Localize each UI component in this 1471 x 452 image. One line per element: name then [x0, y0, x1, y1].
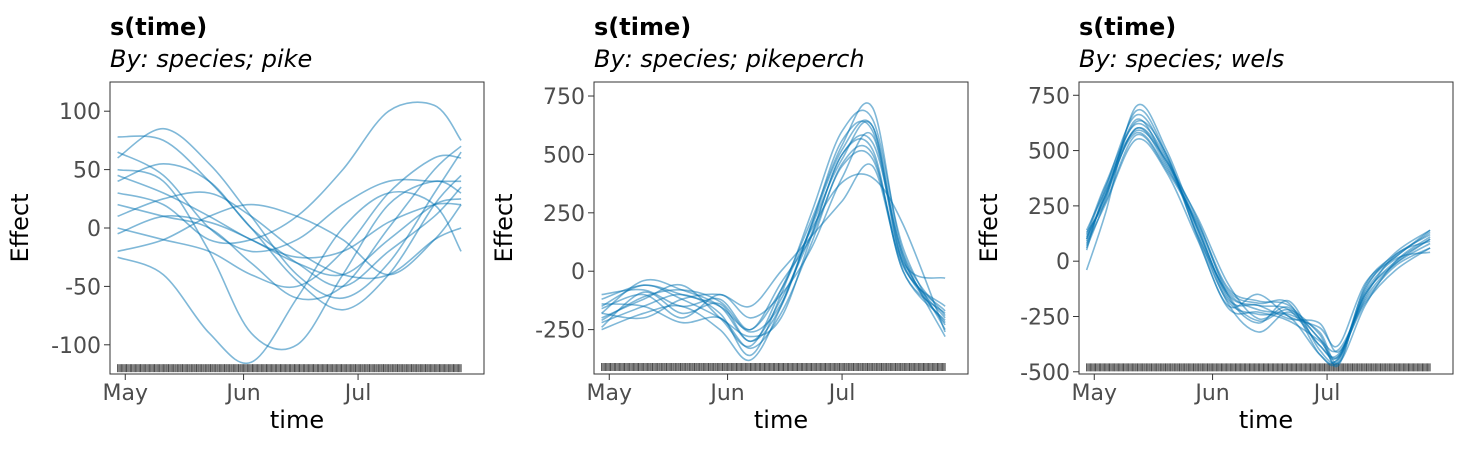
y-tick-label: 750 — [543, 85, 585, 110]
series-line — [601, 102, 946, 348]
x-tick-label: Jul — [343, 381, 372, 406]
series-line — [117, 135, 462, 311]
y-tick-label: 100 — [59, 100, 101, 125]
series-line — [117, 191, 462, 280]
series-line — [117, 162, 462, 288]
series-line — [117, 151, 462, 253]
panel-subtitle: By: species; wels — [1079, 45, 1284, 73]
y-tick-label: 0 — [571, 260, 585, 285]
rug — [1086, 363, 1431, 372]
panel-subtitle: By: species; pike — [110, 45, 312, 73]
series-line — [117, 154, 462, 289]
x-tick-label: Jul — [827, 381, 856, 406]
panel-pikeperch: s(time) By: species; pikeperch Effect ti… — [490, 13, 969, 434]
x-tick-label: Jul — [1312, 381, 1341, 406]
x-tick-label: Jun — [708, 381, 744, 406]
x-tick-label: Jun — [224, 381, 260, 406]
series-line — [1085, 103, 1431, 364]
series-line — [601, 120, 946, 333]
x-axis-label: time — [270, 406, 324, 434]
x-axis-label: time — [754, 406, 808, 434]
y-axis-label: Effect — [490, 193, 518, 262]
y-tick-label: 250 — [543, 202, 585, 227]
y-tick-label: 250 — [1028, 195, 1070, 220]
series-line — [117, 191, 462, 365]
y-axis-label: Effect — [975, 193, 1003, 262]
x-tick-label: May — [1072, 381, 1117, 406]
series-line — [117, 101, 462, 245]
plot-area — [109, 81, 485, 375]
panel-subtitle: By: species; pikeperch — [594, 45, 865, 73]
y-tick-label: -250 — [1020, 305, 1070, 330]
y-tick-label: -500 — [1020, 361, 1070, 386]
x-tick-label: May — [103, 381, 148, 406]
series-line — [1085, 137, 1431, 348]
panel-title: s(time) — [1079, 13, 1176, 41]
series-line — [117, 198, 462, 277]
series-line — [1085, 122, 1431, 364]
y-tick-label: -50 — [65, 275, 101, 300]
series-line — [601, 173, 946, 333]
y-tick-label: 0 — [87, 217, 101, 242]
plot-area — [1078, 81, 1454, 375]
series-line — [601, 144, 946, 350]
series-line — [1085, 131, 1431, 353]
y-tick-label: -250 — [535, 319, 585, 344]
panel-title: s(time) — [110, 13, 207, 41]
plot-marks: 750 500 250 0 -250 May Jun Jul — [535, 85, 946, 406]
series-line — [1085, 118, 1431, 359]
series-line — [1085, 133, 1431, 365]
x-tick-label: May — [587, 381, 632, 406]
rug — [117, 364, 462, 373]
series-line — [1085, 113, 1431, 366]
plot-area — [593, 81, 969, 375]
x-axis-label: time — [1239, 406, 1293, 434]
y-tick-label: 500 — [1028, 140, 1070, 165]
x-tick-label: Jun — [1193, 381, 1229, 406]
panel-title: s(time) — [594, 13, 691, 41]
series-line — [117, 168, 462, 351]
y-tick-label: 0 — [1056, 250, 1070, 275]
y-tick-label: 500 — [543, 143, 585, 168]
series-line — [1085, 119, 1431, 360]
series-line — [1085, 127, 1431, 353]
series-line — [117, 174, 462, 259]
rug — [601, 362, 946, 371]
y-axis-label: Effect — [6, 193, 34, 262]
panel-wels: s(time) By: species; wels Effect time 75… — [975, 13, 1454, 434]
y-tick-label: -100 — [51, 334, 101, 359]
panel-pike: s(time) By: species; pike Effect time 10… — [6, 13, 485, 434]
series-line — [1085, 108, 1431, 367]
y-tick-label: 50 — [73, 159, 101, 184]
series-line — [1085, 129, 1431, 368]
series-line — [1085, 126, 1431, 361]
y-tick-label: 750 — [1028, 84, 1070, 109]
